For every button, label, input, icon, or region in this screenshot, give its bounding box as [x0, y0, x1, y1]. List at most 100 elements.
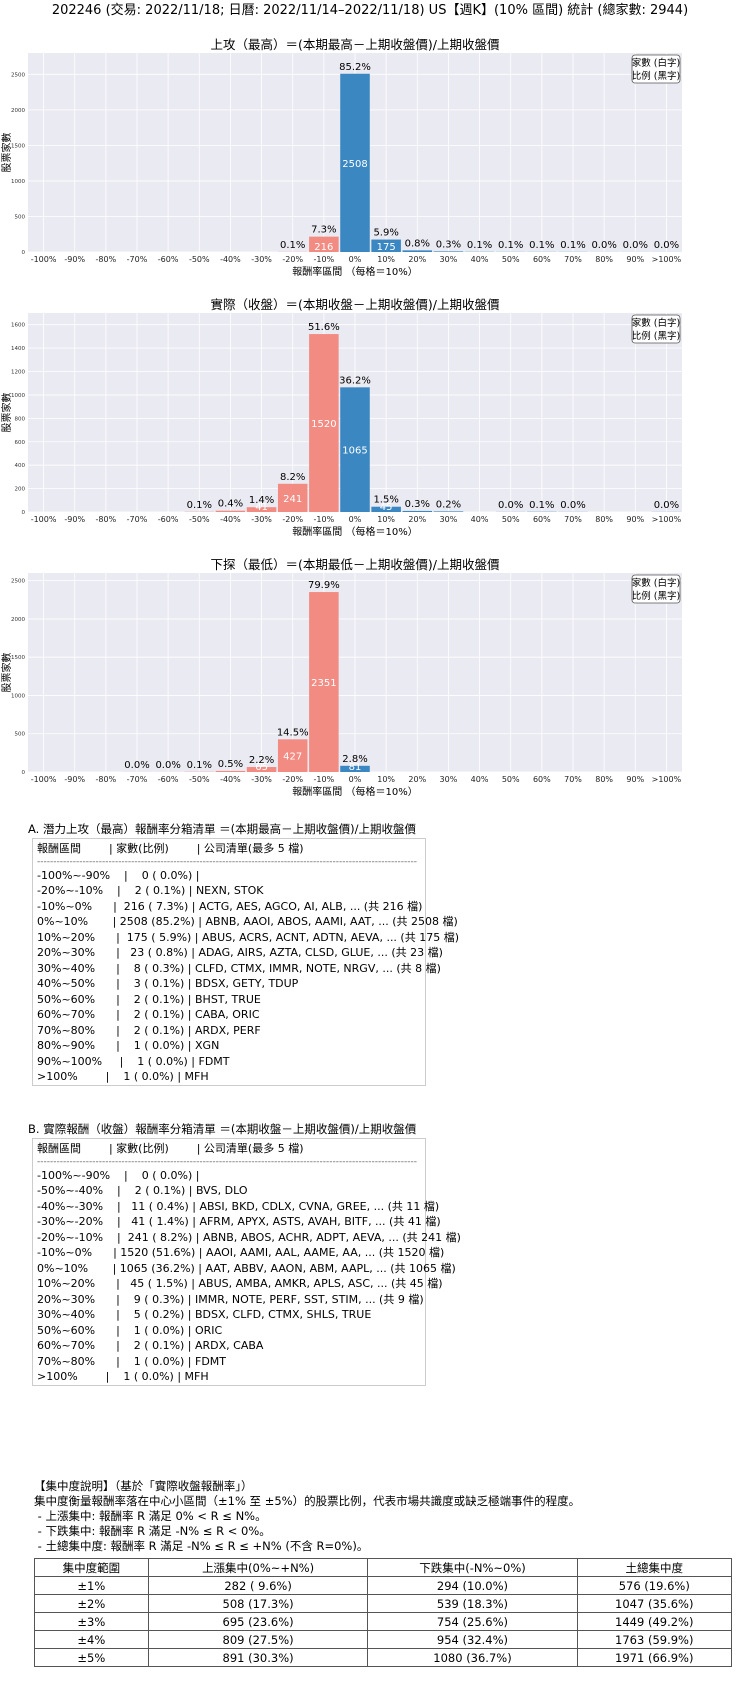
- x-tick-label: 10%: [377, 775, 395, 784]
- pct-label: 0.4%: [218, 499, 243, 510]
- count-label: 45: [380, 502, 393, 513]
- concentration-cell: 695 (23.6%): [147, 1612, 369, 1631]
- count-label: 175: [377, 242, 396, 253]
- y-tick-label: 2000: [11, 617, 25, 623]
- bar: [340, 765, 370, 772]
- section-a-header: 報酬區間 | 家數(比例) | 公司清單(最多 5 檔): [37, 842, 304, 855]
- bar: [402, 250, 433, 252]
- x-tick-label: -40%: [220, 255, 241, 264]
- concentration-cell: 754 (25.6%): [367, 1612, 578, 1631]
- count-label: 81: [349, 762, 362, 773]
- y-tick-label: 1000: [11, 693, 25, 699]
- concentration-cell: 539 (18.3%): [367, 1594, 578, 1613]
- section-a-row: 40%~50% | 3 ( 0.1%) | BDSX, GETY, TDUP: [37, 977, 299, 990]
- legend-line: 家數 (白字): [632, 577, 680, 589]
- section-a-row: 90%~100% | 1 ( 0.0%) | FDMT: [37, 1054, 230, 1068]
- y-tick-label: 0: [22, 770, 26, 776]
- y-tick-label: 500: [15, 732, 26, 738]
- concentration-header: 下跌集中(-N%~0%): [367, 1558, 578, 1577]
- pct-label: 36.2%: [339, 375, 371, 386]
- bar: [371, 239, 401, 252]
- x-tick-label: -60%: [158, 775, 179, 784]
- chart-high: 上攻（最高）＝(本期最高－上期收盤價)/上期收盤價 0 500 1000 1500 200…: [0, 38, 682, 278]
- x-tick-label: 60%: [533, 515, 551, 524]
- concentration-header: 上漲集中(0%~+N%): [147, 1558, 369, 1577]
- pct-label: 0.2%: [436, 499, 461, 510]
- bar: [309, 592, 339, 772]
- concentration-cell: 1047 (35.6%): [576, 1594, 733, 1613]
- x-tick-label: -80%: [96, 255, 117, 264]
- count-label: 2508: [342, 159, 367, 170]
- concentration-cell: ±2%: [34, 1594, 149, 1613]
- pct-label: 0.1%: [280, 240, 305, 251]
- y-tick-label: 1500: [11, 143, 25, 149]
- section-b-header: 報酬區間 | 家數(比例) | 公司清單(最多 5 檔): [37, 1142, 304, 1155]
- section-a-row: 70%~80% | 2 ( 0.1%) | ARDX, PERF: [37, 1023, 261, 1037]
- y-axis-label: 股票家數: [0, 133, 13, 173]
- pct-label: 1.4%: [249, 495, 274, 506]
- y-tick-label: 500: [15, 214, 26, 220]
- y-tick-label: 1000: [11, 393, 25, 399]
- count-label: 2351: [311, 678, 336, 689]
- legend-box: [631, 574, 681, 604]
- legend-line: 家數 (白字): [632, 317, 680, 329]
- y-tick-label: 1600: [11, 323, 25, 329]
- x-tick-label: 30%: [440, 775, 458, 784]
- x-tick-label: 70%: [564, 515, 582, 524]
- x-tick-label: -50%: [189, 255, 210, 264]
- concentration-cell: ±4%: [34, 1630, 149, 1649]
- pct-label: 0.0%: [623, 240, 648, 251]
- x-tick-label: -100%: [31, 255, 57, 264]
- section-b-row: 60%~70% | 2 ( 0.1%) | ARDX, CABA: [37, 1339, 264, 1352]
- bar: [215, 510, 246, 512]
- x-tick-label: 50%: [502, 515, 520, 524]
- x-tick-label: 20%: [408, 515, 426, 524]
- pct-label: 2.2%: [249, 755, 274, 766]
- pct-label: 2.8%: [342, 754, 367, 765]
- x-axis-label: 報酬率區間 （每格＝10%）: [292, 265, 417, 278]
- pct-label: 51.6%: [308, 322, 340, 333]
- x-tick-label: 90%: [626, 775, 644, 784]
- x-tick-label: -100%: [31, 515, 57, 524]
- x-tick-label: 30%: [440, 515, 458, 524]
- count-label: 427: [283, 752, 302, 763]
- pct-label: 0.1%: [529, 500, 554, 511]
- concentration-line1: 集中度衡量報酬率落在中心小區間（±1% 至 ±5%）的股票比例，代表市場共識度或…: [34, 1494, 581, 1508]
- pct-label: 0.0%: [591, 240, 616, 251]
- pct-label: 5.9%: [373, 228, 398, 239]
- chart-title: 下探（最低）＝(本期最低－上期收盤價)/上期收盤價: [211, 558, 500, 572]
- concentration-row: ±5% 891 (30.3%) 1080 (36.7%) 1971 (66.9%): [34, 1648, 733, 1667]
- count-label: 241: [283, 494, 302, 505]
- pct-label: 0.0%: [560, 500, 585, 511]
- pct-label: 79.9%: [308, 580, 340, 591]
- y-tick-label: 0: [22, 510, 26, 516]
- x-tick-label: -10%: [314, 255, 335, 264]
- x-tick-label: 30%: [440, 255, 458, 264]
- pct-label: 0.3%: [436, 239, 461, 250]
- concentration-cell: 1763 (59.9%): [576, 1630, 733, 1649]
- concentration-cell: 1971 (66.9%): [576, 1648, 733, 1667]
- x-tick-label: 60%: [533, 775, 551, 784]
- x-tick-label: 10%: [377, 255, 395, 264]
- pct-label: 8.2%: [280, 472, 305, 483]
- pct-label: 0.1%: [187, 760, 212, 771]
- x-tick-label: 90%: [626, 515, 644, 524]
- concentration-cell: 954 (32.4%): [367, 1630, 578, 1649]
- section-b-row: -100%~-90% | 0 ( 0.0%) |: [37, 1168, 200, 1182]
- chart-low: 下探（最低）＝(本期最低－上期收盤價)/上期收盤價 0 500 1000 1500 200…: [0, 558, 682, 798]
- section-a-row: 0%~10% | 2508 (85.2%) | ABNB, AAOI, ABOS…: [37, 915, 458, 928]
- concentration-cell: ±3%: [34, 1612, 149, 1631]
- section-a-box: 報酬區間 | 家數(比例) | 公司清單(最多 5 檔) -----------…: [32, 838, 459, 1086]
- pct-label: 0.0%: [124, 760, 149, 771]
- chart-title: 實際（收盤）＝(本期收盤－上期收盤價)/上期收盤價: [211, 298, 500, 312]
- x-tick-label: 50%: [502, 775, 520, 784]
- concentration-title: 【集中度說明】（基於「實際收盤報酬率」）: [34, 1479, 253, 1493]
- x-tick-label: -80%: [96, 775, 117, 784]
- section-b-row: 70%~80% | 1 ( 0.0%) | FDMT: [37, 1354, 227, 1368]
- x-tick-label: -50%: [189, 775, 210, 784]
- bar: [402, 510, 433, 512]
- pct-label: 85.2%: [339, 62, 371, 73]
- section-b-row: -30%~-20% | 41 ( 1.4%) | AFRM, APYX, AST…: [37, 1215, 441, 1228]
- concentration-cell: 1080 (36.7%): [367, 1648, 578, 1667]
- x-tick-label: -20%: [282, 255, 303, 264]
